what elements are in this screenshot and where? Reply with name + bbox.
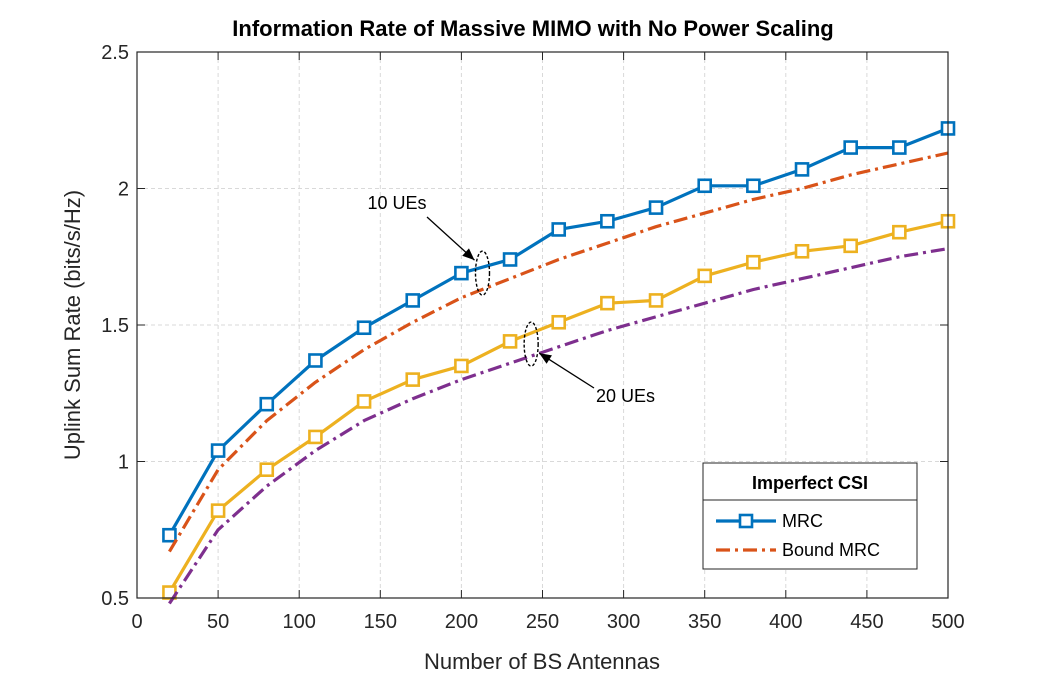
- x-tick-label: 500: [931, 611, 964, 633]
- series-1-marker: [600, 213, 615, 229]
- y-tick-label: 1: [118, 452, 129, 474]
- grid: [137, 52, 948, 598]
- annotation-10-ues-label: 10 UEs: [367, 193, 426, 213]
- series-3-marker: [405, 372, 421, 387]
- series-1-marker: [454, 265, 469, 281]
- series-3-marker: [843, 238, 858, 254]
- chart-title: Information Rate of Massive MIMO with No…: [232, 16, 833, 41]
- annotation-10-ues-ellipse: [474, 250, 491, 296]
- series-3-marker: [892, 224, 907, 240]
- series-1-marker: [843, 140, 858, 155]
- series-line-2: [168, 151, 949, 553]
- series-1-marker: [648, 200, 664, 215]
- series-layer: [162, 121, 956, 605]
- series-3-marker: [746, 254, 761, 270]
- series-1-marker: [697, 178, 713, 194]
- legend-box: [702, 462, 918, 570]
- series-line-4: [168, 247, 949, 605]
- series-3-marker: [210, 503, 226, 518]
- x-tick-label: 0: [131, 611, 142, 633]
- y-axis: 0.5 1 1.5 2 2.5: [101, 42, 948, 610]
- annotation-20-ues-label: 20 UEs: [596, 386, 655, 406]
- series-1-marker: [259, 396, 275, 412]
- x-tick-label: 200: [445, 611, 478, 633]
- series-1-marker: [308, 353, 323, 368]
- x-tick-label: 400: [769, 611, 802, 633]
- x-tick-label: 150: [364, 611, 397, 633]
- legend-label-1: MRC: [782, 511, 823, 531]
- series-1-marker: [892, 140, 907, 155]
- legend: Imperfect CSI MRC Bound MRC: [702, 462, 918, 570]
- series-3-marker: [600, 295, 615, 311]
- series-1-marker: [210, 443, 226, 458]
- series-1-marker: [746, 178, 761, 194]
- annotation-10-ues-arrowhead: [462, 248, 475, 261]
- series-1-marker: [405, 293, 421, 308]
- x-tick-label: 450: [850, 611, 883, 633]
- annotation-20-ues-arrowhead: [539, 353, 552, 364]
- plot-frame: [136, 51, 949, 599]
- y-tick-label: 0.5: [101, 588, 129, 610]
- series-1-marker: [551, 222, 567, 237]
- x-tick-label: 250: [526, 611, 559, 633]
- x-tick-label: 100: [283, 611, 316, 633]
- y-axis-label: Uplink Sum Rate (bits/s/Hz): [60, 190, 85, 460]
- legend-label-2: Bound MRC: [782, 540, 880, 560]
- x-tick-label: 350: [688, 611, 721, 633]
- x-axis-label: Number of BS Antennas: [424, 649, 660, 674]
- series-1-marker: [794, 162, 810, 177]
- legend-marker-1: [738, 513, 754, 529]
- series-3-marker: [454, 358, 469, 374]
- series-3-marker: [697, 268, 713, 284]
- series-3-marker: [502, 334, 518, 349]
- series-3-marker: [551, 314, 567, 330]
- y-tick-label: 2.5: [101, 42, 129, 64]
- annotations: 10 UEs 20 UEs: [367, 193, 655, 406]
- y-tick-label: 1.5: [101, 315, 129, 337]
- series-3-marker: [794, 243, 810, 259]
- x-tick-label: 50: [207, 611, 229, 633]
- series-3-marker: [648, 293, 664, 308]
- annotation-20-ues-ellipse: [523, 321, 539, 367]
- series-3-marker: [356, 394, 372, 409]
- x-tick-label: 300: [607, 611, 640, 633]
- legend-title: Imperfect CSI: [752, 473, 868, 493]
- x-axis: 0 50 100 150 200 250 300 350 400 450 500: [131, 52, 965, 633]
- series-3-marker: [308, 429, 323, 445]
- series-1-marker: [502, 252, 518, 267]
- series-1-marker: [356, 320, 372, 336]
- series-3-marker: [259, 462, 275, 477]
- series-1-marker: [162, 527, 177, 543]
- y-tick-label: 2: [118, 179, 129, 201]
